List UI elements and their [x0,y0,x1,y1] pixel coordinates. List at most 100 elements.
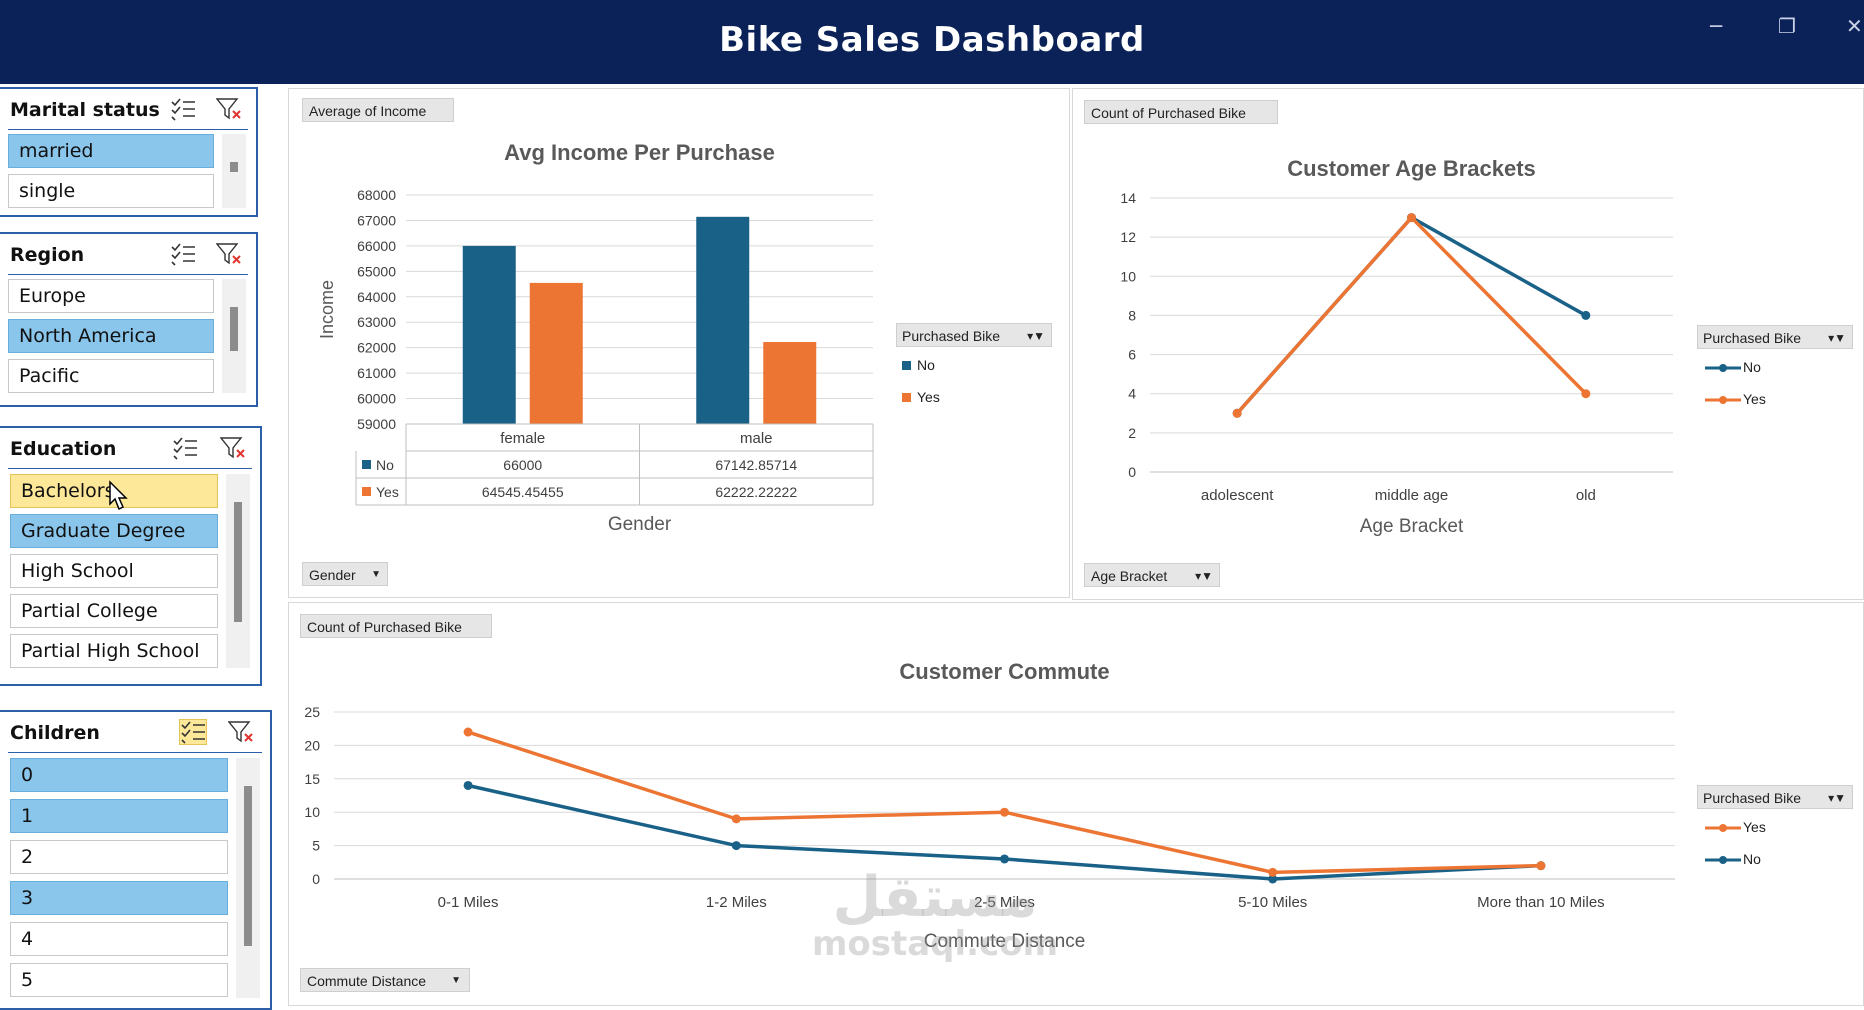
point-no-0[interactable] [463,780,473,790]
slicer-item-europe[interactable]: Europe [8,279,214,313]
slicer-item-children-0[interactable]: 0 [10,758,228,792]
legend-label: No [917,357,935,373]
slicer-scrollbar[interactable] [236,758,260,998]
y-tick-label: 62000 [357,340,396,356]
slicer-item-children-5[interactable]: 5 [10,963,228,997]
point-yes-2[interactable] [1581,389,1591,399]
point-yes-2[interactable] [1000,807,1009,817]
slicer-title: Children [10,722,100,744]
slicer-item-children-3[interactable]: 3 [10,881,228,915]
slicer-item-married[interactable]: married [8,134,214,168]
slicer-item-pacific[interactable]: Pacific [8,359,214,393]
value-field-button[interactable]: Average of Income [302,98,454,122]
y-tick-label: 10 [1120,268,1136,284]
bar-yes-male[interactable] [763,342,817,424]
x-tick-label: 0-1 Miles [438,894,499,911]
slicer-item-partial-college[interactable]: Partial College [10,594,218,628]
series-line-yes[interactable] [467,730,1541,875]
legend-filter-button[interactable]: Purchased Bike ▾▼ [1697,325,1853,349]
clear-filter-icon[interactable] [228,720,254,744]
point-no-2[interactable] [1000,854,1009,864]
slicer-header: Marital status [8,89,248,130]
legend-swatch [1705,824,1741,833]
multi-select-icon[interactable] [170,242,196,266]
y-tick-label: 63000 [357,314,396,330]
bar-no-male[interactable] [696,216,750,424]
multi-select-icon[interactable] [179,719,207,745]
slicer-scrollbar[interactable] [222,134,246,208]
point-yes-1[interactable] [731,814,741,824]
legend-item-yes: Yes [1703,391,1766,407]
filter-icon: ▾▼ [1828,331,1846,345]
axis-field-button[interactable]: Commute Distance ▼ [300,968,470,992]
slicer-item-north-america[interactable]: North America [8,319,214,353]
commute-legend: Purchased Bike ▾▼ Yes No [1697,785,1853,875]
slicer-item-high-school[interactable]: High School [10,554,218,588]
value-field-button[interactable]: Count of Purchased Bike [1084,100,1278,124]
legend-swatch [1705,396,1741,405]
y-tick-label: 2 [1128,425,1136,441]
clear-filter-icon[interactable] [216,242,242,266]
axis-field-label: Age Bracket [1091,568,1168,584]
legend-item-yes: Yes [1703,819,1766,835]
y-tick-label: 61000 [357,365,396,381]
y-tick-label: 20 [304,737,320,753]
slicer-item-children-1[interactable]: 1 [10,799,228,833]
x-tick-label: adolescent [1201,487,1274,504]
slicer-item-single[interactable]: single [8,174,214,208]
slicer-item-bachelors[interactable]: Bachelors [10,474,218,508]
legend-swatch [902,393,911,402]
slicer-item-partial-high-school[interactable]: Partial High School [10,634,218,668]
marital-status-slicer: Marital status married single [0,87,258,217]
y-tick-label: 66000 [357,238,396,254]
point-no-2[interactable] [1581,310,1591,320]
legend-item-yes: Yes [902,389,940,405]
clear-filter-icon[interactable] [216,97,242,121]
legend-filter-button[interactable]: Purchased Bike ▾▼ [1697,785,1853,809]
series-line-no[interactable] [467,783,1541,881]
x-tick-label: female [500,430,545,447]
chart-title: Customer Commute [899,659,1109,684]
slicer-scrollbar[interactable] [222,279,246,393]
table-legend-key [362,460,371,469]
legend-item-no: No [1703,359,1761,375]
table-series-label: No [376,457,394,473]
point-no-3[interactable] [1268,874,1278,884]
x-tick-label: middle age [1375,487,1448,504]
slicer-title: Region [10,244,85,266]
point-yes-3[interactable] [1268,867,1278,877]
legend-label: Yes [1743,819,1766,835]
point-yes-1[interactable] [1407,213,1416,223]
x-tick-label: male [740,430,773,447]
education-slicer: Education Bachelors Graduate Degree High… [0,426,262,686]
point-yes-0[interactable] [1232,408,1242,418]
legend-filter-button[interactable]: Purchased Bike ▾▼ [896,323,1052,347]
point-no-1[interactable] [731,841,741,851]
point-yes-4[interactable] [1536,861,1546,871]
axis-field-button[interactable]: Age Bracket ▾▼ [1084,563,1220,587]
point-yes-0[interactable] [463,727,473,737]
clear-filter-icon[interactable] [220,436,246,460]
table-cell: 62222.22222 [715,484,797,500]
x-tick-label: old [1576,487,1596,504]
slicer-item-children-4[interactable]: 4 [10,922,228,956]
restore-button[interactable]: ❐ [1778,14,1796,38]
x-tick-label: 5-10 Miles [1238,894,1307,911]
y-tick-label: 25 [304,704,320,720]
bar-no-female[interactable] [462,245,516,424]
slicer-item-graduate-degree[interactable]: Graduate Degree [10,514,218,548]
table-cell: 67142.85714 [715,457,797,473]
y-tick-label: 4 [1128,386,1136,402]
chart-title: Avg Income Per Purchase [504,140,775,165]
value-field-button[interactable]: Count of Purchased Bike [300,614,492,638]
age-legend: Purchased Bike ▾▼ No Yes [1697,325,1853,415]
axis-field-button[interactable]: Gender ▼ [302,562,388,586]
slicer-item-children-2[interactable]: 2 [10,840,228,874]
close-button[interactable]: ✕ [1846,14,1863,38]
minimize-button[interactable]: ─ [1710,14,1723,38]
multi-select-icon[interactable] [172,436,198,460]
slicer-title: Education [10,438,117,460]
multi-select-icon[interactable] [170,97,196,121]
slicer-scrollbar[interactable] [226,474,250,668]
bar-yes-female[interactable] [529,282,583,424]
